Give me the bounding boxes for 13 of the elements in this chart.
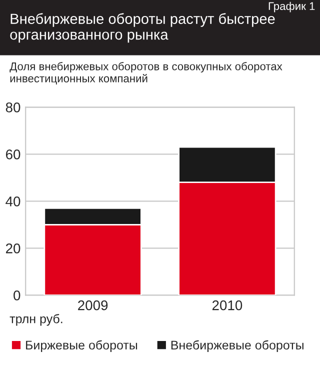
text: График 1 xyxy=(268,2,315,12)
legend-label: Внебиржевые обороты xyxy=(171,340,304,352)
legend-label: Биржевые обороты xyxy=(26,340,138,352)
y-tick-label: 0 xyxy=(14,290,20,300)
text: трлн руб. xyxy=(10,314,62,326)
chart-subtitle: Доля внебиржевых оборотов в совокупных оборотах инвестиционных компаний xyxy=(10,62,282,84)
chart-title: Внебиржевые обороты растут быстрее организованного рынка xyxy=(10,13,275,43)
y-tick-label: 80 xyxy=(6,102,20,112)
x-tick-label: 2010 xyxy=(212,300,242,310)
y-tick-label: 20 xyxy=(6,243,20,254)
y-tick-label: 40 xyxy=(6,196,20,206)
x-tick-label: 2009 xyxy=(78,300,108,310)
y-tick-label: 60 xyxy=(6,149,20,160)
